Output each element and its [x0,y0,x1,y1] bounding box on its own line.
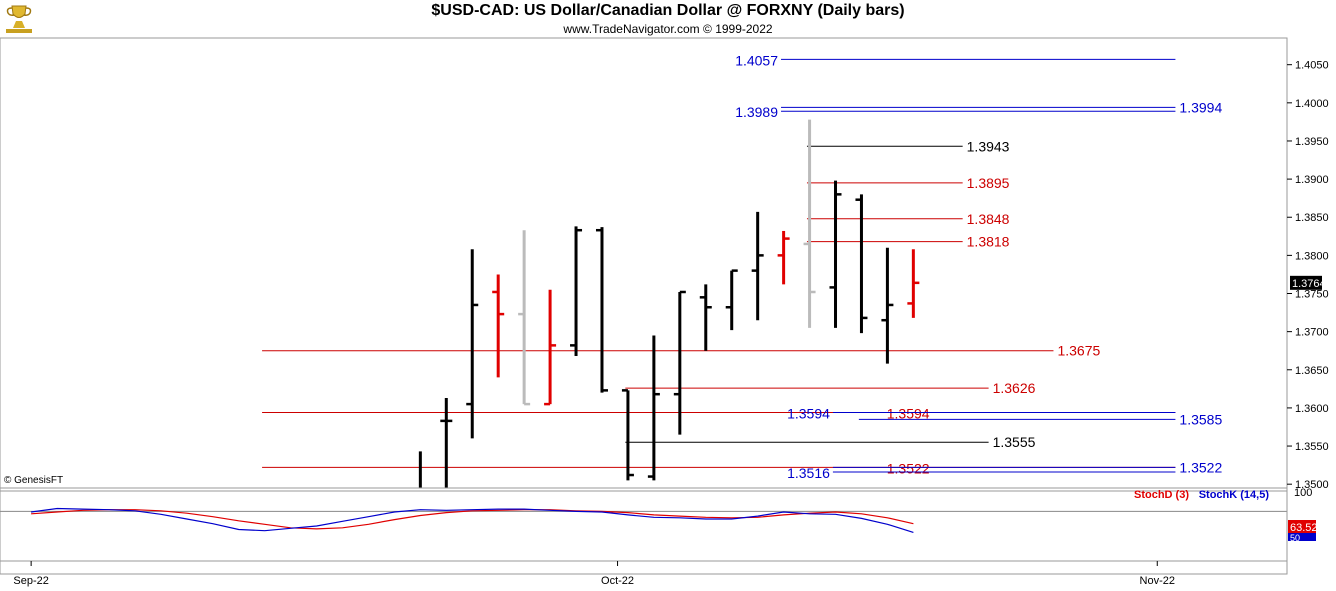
oscillator-tick-label: 63.52 [1290,522,1318,534]
price-tick-label: 1.3550 [1295,441,1329,453]
level-label: 1.3594 [887,405,930,421]
stochastic-series-line [31,509,914,530]
oscillator-tick-label: 100 [1294,487,1312,499]
level-label: 1.3994 [1179,99,1222,115]
level-label: 1.3818 [967,234,1010,250]
price-bars [418,119,920,488]
price-tick-label: 1.3650 [1295,365,1329,377]
oscillator-tick-label: 50 [1290,533,1300,543]
price-tick-label: 1.3500 [1295,479,1329,491]
level-lines: 1.4057 1.3994 1.3989 1.3943 1.3895 1.3848 1.38… [262,52,1222,481]
level-label: 1.3989 [735,104,778,120]
chart-header: $USD-CAD: US Dollar/Canadian Dollar @ FO… [0,0,1336,38]
level-label: 1.3585 [1179,411,1222,427]
level-label: 1.4057 [735,52,778,68]
level-label: 1.3522 [887,460,930,476]
time-tick-label: Sep-22 [13,575,48,587]
time-axis: Sep-22 Oct-22 Nov-22 [13,561,1175,587]
level-label: 1.3675 [1057,343,1100,359]
stochastic-pane [0,507,1287,533]
price-axis: 1.3500 1.3550 1.3600 1.3650 1.3700 1.3750 1.38… [1287,60,1329,491]
level-label: 1.3848 [967,211,1010,227]
gold-trophy-icon [6,5,32,33]
price-tick-label: 1.3850 [1295,212,1329,224]
price-tick-label: 1.3600 [1295,403,1329,415]
credit-label: © GenesisFT [4,475,63,486]
price-tick-label: 1.3900 [1295,174,1329,186]
stochd-value-box [1288,520,1316,533]
stochk-value-box [1288,533,1316,541]
time-tick-label: Nov-22 [1140,575,1175,587]
plot-frame [0,37,1288,575]
time-tick-label: Oct-22 [601,575,634,587]
chart-subtitle: www.TradeNavigator.com © 1999-2022 [563,22,773,36]
price-tick-label: 1.3750 [1295,289,1329,301]
legend-entry: StochD (3) [1134,489,1189,501]
price-tick-label: 1.4000 [1295,98,1329,110]
price-tick-label: 1.4050 [1295,60,1329,72]
price-tick-label: 1.3950 [1295,136,1329,148]
level-label: 1.3555 [993,434,1036,450]
level-label: 1.3895 [967,175,1010,191]
price-tick-label: 1.3700 [1295,327,1329,339]
price-tick-label: 1.3800 [1295,250,1329,262]
chart-title: $USD-CAD: US Dollar/Canadian Dollar @ FO… [431,2,905,19]
level-label: 1.3522 [1179,459,1222,475]
legend-entry: StochK (14,5) [1199,489,1270,501]
level-label: 1.3516 [787,465,830,481]
level-label: 1.3594 [787,405,830,421]
last-price-box [1290,275,1322,290]
level-label: 1.3626 [993,380,1036,396]
level-label: 1.3943 [967,138,1010,154]
stochastic-series-line [31,507,914,533]
oscillator-legend: StochD (3) StochK (14,5) [1134,489,1269,501]
last-price-label: 1.3764 [1292,278,1326,290]
